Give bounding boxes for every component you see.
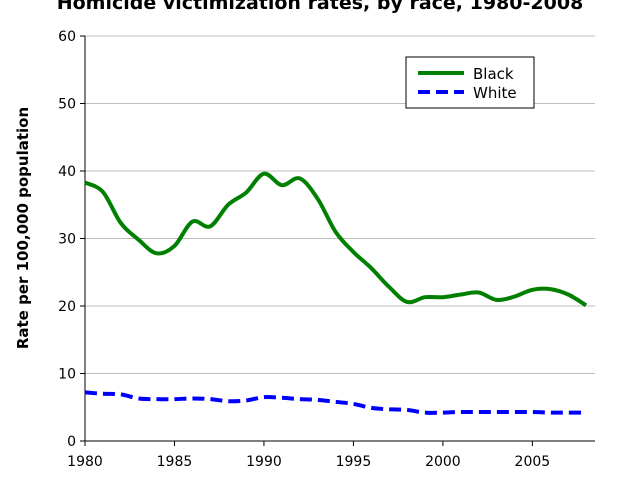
series-lines: [84, 171, 588, 415]
legend: Black White: [405, 56, 535, 109]
y-tick-label: 0: [67, 434, 76, 450]
y-axis-label: Rate per 100,000 population: [14, 107, 32, 349]
y-tick-label: 10: [58, 367, 76, 383]
tick-labels: 0 10 20 30 40 50 60 1980 1985 1990 1995 2000 2005: [58, 29, 550, 470]
series-line-black: [84, 171, 588, 308]
axes: [80, 35, 595, 446]
y-tick-label: 60: [58, 29, 76, 45]
y-tick-label: 40: [58, 164, 76, 180]
legend-label-white: White: [473, 84, 517, 102]
y-tick-label: 30: [58, 232, 76, 248]
x-tick-label: 2000: [425, 454, 461, 470]
legend-label-black: Black: [473, 65, 514, 83]
x-tick-label: 1980: [67, 454, 103, 470]
y-tick-label: 20: [58, 299, 76, 315]
y-tick-label: 50: [58, 97, 76, 113]
chart-title: Homicide victimization rates, by race, 1…: [57, 0, 584, 14]
x-tick-label: 1990: [246, 454, 282, 470]
series-line-white: [84, 390, 587, 415]
x-tick-label: 1985: [157, 454, 193, 470]
legend-box: [405, 56, 535, 109]
x-tick-label: 1995: [336, 454, 372, 470]
x-tick-label: 2005: [515, 454, 551, 470]
